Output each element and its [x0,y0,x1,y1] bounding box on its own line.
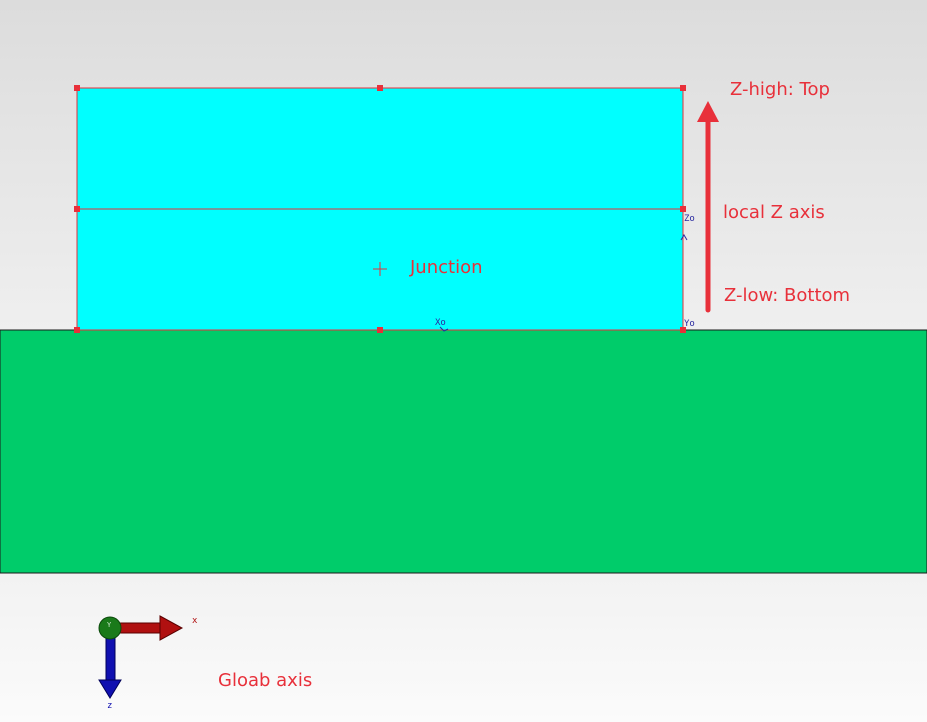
local-y-mark: Yo [684,319,695,329]
global-axis-label: Gloab axis [218,670,313,691]
ground-block [0,329,927,574]
center-cross-icon [373,262,387,276]
local-z-mark: Zo [684,214,695,224]
local-z-axis-label: local Z axis [723,202,825,223]
junction-block[interactable] [76,87,684,331]
handle-mid-left[interactable] [74,206,80,212]
local-z-axis-arrow-icon [697,101,719,313]
global-axis-triad [98,615,184,699]
selection-handles[interactable] [74,85,686,333]
handle-bottom-right[interactable] [680,327,686,333]
global-x-arrowhead-icon [159,615,184,641]
global-x-letter: x [192,616,198,626]
handle-bottom-center[interactable] [377,327,383,333]
handle-top-left[interactable] [74,85,80,91]
global-y-dot-icon [98,616,122,640]
local-axis-glyphs [439,234,688,332]
handle-mid-right[interactable] [680,206,686,212]
global-z-letter: z [107,701,113,711]
z-high-label: Z-high: Top [730,79,830,100]
junction-label: Junction [410,257,483,278]
global-y-letter: Y [107,621,112,629]
handle-top-right[interactable] [680,85,686,91]
local-x-mark: Xo [435,318,446,328]
lower-background [0,573,927,722]
handle-bottom-left[interactable] [74,327,80,333]
handle-top-center[interactable] [377,85,383,91]
global-z-arrowhead-icon [98,679,122,699]
z-low-label: Z-low: Bottom [724,285,851,306]
